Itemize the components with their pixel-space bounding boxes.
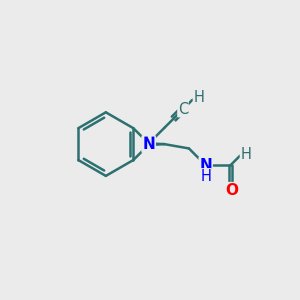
Text: H: H [240,147,251,162]
Text: H: H [200,169,211,184]
Text: H: H [194,90,204,105]
Text: N: N [142,137,155,152]
Text: C: C [178,102,188,117]
Text: N: N [142,136,155,151]
Text: O: O [226,183,238,198]
Text: N: N [199,158,212,172]
